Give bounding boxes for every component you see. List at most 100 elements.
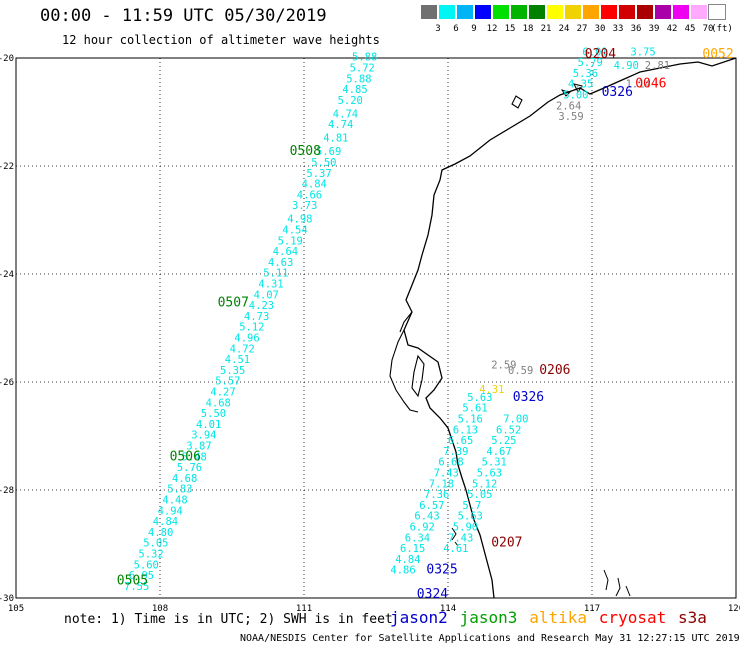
swh-value: 4.54 [282, 225, 307, 237]
graticule [15, 57, 737, 599]
shark-bay-peninsula [389, 311, 419, 413]
footer-note: note: 1) Time is in UTC; 2) SWH is in fe… [64, 612, 393, 627]
swh-value: 4.94 [158, 505, 183, 517]
x-tick-label: 117 [584, 604, 600, 614]
pass-time-label: 0508 [290, 144, 321, 159]
swh-value: 5.19 [278, 235, 303, 247]
swh-value: 5.63 [477, 468, 502, 480]
y-tick-label: -20 [0, 54, 14, 64]
swh-value: 5.69 [316, 146, 341, 158]
swh-value: 7.55 [124, 581, 149, 593]
page-title: 00:00 - 11:59 UTC 05/30/2019 [40, 6, 327, 26]
pass-time-label: 0505 [117, 574, 148, 589]
swh-value: 5.61 [462, 403, 487, 415]
pass-time-label: 0052 [702, 47, 733, 62]
swh-value: 4.74 [333, 108, 358, 120]
legend-label: 15 [504, 24, 516, 34]
legend-swatch [565, 5, 581, 19]
swh-value: 4.01 [196, 419, 221, 431]
swh-value: 5.90 [453, 522, 478, 534]
legend-label: 24 [558, 24, 570, 34]
pass-time-label: 0326 [602, 85, 633, 100]
swh-value: 6.65 [448, 435, 473, 447]
pass-time-label: 0506 [170, 449, 201, 464]
legend-unit: (ft) [711, 24, 733, 34]
legend-swatch [708, 4, 726, 20]
swh-value: 7.36 [424, 489, 449, 501]
legend-swatch [673, 5, 689, 19]
legend-label: 30 [594, 24, 606, 34]
x-tick-label: 108 [152, 604, 168, 614]
legend-swatch [511, 5, 527, 19]
pass-time-label: 0326 [513, 390, 544, 405]
satellite-label-jason2: jason2 [390, 608, 448, 627]
swh-value: 6.01 [582, 46, 607, 58]
pass-time-label: 0046 [635, 77, 666, 92]
swh-value: 5.72 [350, 63, 375, 75]
swh-value: 6.68 [438, 457, 463, 469]
swh-value: 4.98 [287, 214, 312, 226]
swh-value: 5.05 [467, 489, 492, 501]
swh-value: 5.83 [167, 484, 192, 496]
map-frame [15, 57, 737, 599]
legend-swatch [583, 5, 599, 19]
swh-value: 4.35 [568, 79, 593, 91]
swh-value: 6.15 [400, 543, 425, 555]
swh-value: 5.76 [177, 462, 202, 474]
coastline [403, 57, 737, 599]
swh-value: 5.57 [215, 376, 240, 388]
swh-value: 4.74 [328, 119, 353, 131]
legend-label: 18 [522, 24, 534, 34]
pass-time-labels: 0505 0506 0507 0508 0324 0325 0326 0326 0206 0207… [117, 47, 734, 602]
legend-label: 6 [453, 24, 459, 34]
swh-value: 5.50 [311, 157, 336, 169]
swh-readings: 5.885.725.884.855.204.744.744.815.695.50… [124, 46, 670, 593]
swh-value: 6.57 [419, 500, 444, 512]
dampier-islands [560, 83, 583, 97]
pass-time-label: 0325 [426, 563, 457, 578]
y-tick-label: -22 [0, 162, 14, 172]
legend-swatch [637, 5, 653, 19]
swh-value: 4.23 [249, 300, 274, 312]
swh-value: 4.07 [254, 289, 279, 301]
swh-value: 7.43 [434, 468, 459, 480]
legend-swatch [457, 5, 473, 19]
swh-value: 4.73 [244, 311, 269, 323]
legend-label: 39 [648, 24, 660, 34]
swh-value: 4.51 [225, 354, 250, 366]
swh-value: 7.18 [429, 478, 454, 490]
legend-label: 36 [630, 24, 642, 34]
swh-value: 5.16 [458, 414, 483, 426]
swh-value: 4.68 [206, 397, 231, 409]
swh-value: 4.96 [234, 333, 259, 345]
pass-time-label: 0204 [585, 47, 616, 62]
swh-value: 2.59 [491, 360, 516, 372]
swh-value: 4.90 [614, 60, 639, 72]
barrow-island [511, 95, 523, 109]
legend-swatch [421, 5, 437, 19]
satellite-label-jason3: jason3 [459, 608, 518, 627]
swh-value: 5.00 [563, 90, 588, 102]
swh-value: 3.75 [630, 46, 655, 58]
swh-value: 5.11 [263, 268, 288, 280]
x-tick-label: 111 [296, 604, 312, 614]
swh-value: 4.48 [162, 495, 187, 507]
swh-value: 5.60 [134, 559, 159, 571]
satellite-label-cryosat: cryosat [598, 608, 667, 627]
swh-value: 4.64 [273, 246, 298, 258]
swh-value: 4.27 [210, 387, 235, 399]
swh-value: 5.88 [346, 73, 371, 85]
swh-value: 5.32 [138, 549, 163, 561]
x-tick-label: 105 [8, 604, 24, 614]
swh-value: 5.79 [578, 57, 603, 69]
page-subtitle: 12 hour collection of altimeter wave hei… [62, 33, 380, 47]
x-tick-label: 120 [728, 604, 740, 614]
y-tick-label: -26 [0, 378, 14, 388]
legend-swatch [619, 5, 635, 19]
swh-value: 6.43 [414, 511, 439, 523]
small-islands-south [603, 569, 631, 597]
x-tick-label: 114 [440, 604, 456, 614]
swh-value: 6.13 [453, 424, 478, 436]
satellite-label-altika: altika [529, 608, 587, 627]
